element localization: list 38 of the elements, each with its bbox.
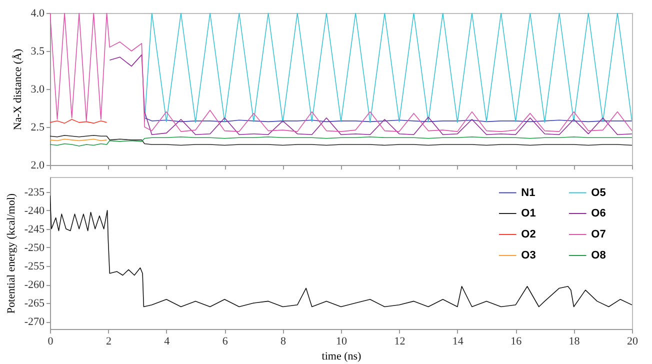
- x-tick-label: 20: [627, 336, 638, 348]
- y-tick-label: 3.5: [30, 46, 45, 58]
- y-tick-label: -240: [24, 204, 45, 217]
- y-tick-label: 4.0: [30, 8, 45, 20]
- x-tick-label: 2: [106, 336, 112, 348]
- x-tick-label: 0: [48, 336, 54, 348]
- y-tick-label: -250: [24, 242, 45, 254]
- line-series: [50, 195, 632, 308]
- x-tick-label: 10: [336, 336, 348, 348]
- y-tick-label: -260: [24, 279, 45, 292]
- line-series: [109, 54, 632, 135]
- x-tick-label: 16: [510, 336, 522, 348]
- y-tick-label: 2.0: [30, 160, 45, 172]
- x-tick-label: 8: [280, 336, 287, 348]
- x-tick-label: 4: [164, 336, 170, 348]
- legend-label: O6: [591, 208, 606, 220]
- x-tick-label: 14: [452, 336, 464, 348]
- y-tick-label: 2.5: [30, 122, 45, 134]
- x-tick-label: 12: [394, 336, 406, 348]
- x-axis-title: time (ns): [322, 350, 362, 362]
- legend-label: O5: [591, 186, 606, 199]
- x-tick-label: 6: [222, 336, 228, 348]
- x-tick-label: 18: [568, 336, 580, 348]
- legend-label: O8: [591, 250, 606, 262]
- y-tick-label: -265: [24, 298, 45, 310]
- y-axis-title: Potential energy (kcal/mol): [5, 193, 18, 314]
- y-tick-label: 3.0: [30, 84, 45, 96]
- y-tick-label: -255: [24, 260, 45, 272]
- legend-label: O1: [521, 208, 536, 220]
- legend-label: N1: [521, 186, 536, 199]
- legend-label: O2: [521, 228, 536, 240]
- y-tick-label: -270: [24, 316, 45, 328]
- y-tick-label: -235: [24, 186, 45, 198]
- y-tick-label: -245: [24, 223, 45, 236]
- legend-label: O7: [591, 228, 606, 240]
- legend-label: O3: [521, 250, 536, 262]
- y-axis-title: Na-X distance (Å): [10, 48, 24, 130]
- line-series: [50, 13, 632, 132]
